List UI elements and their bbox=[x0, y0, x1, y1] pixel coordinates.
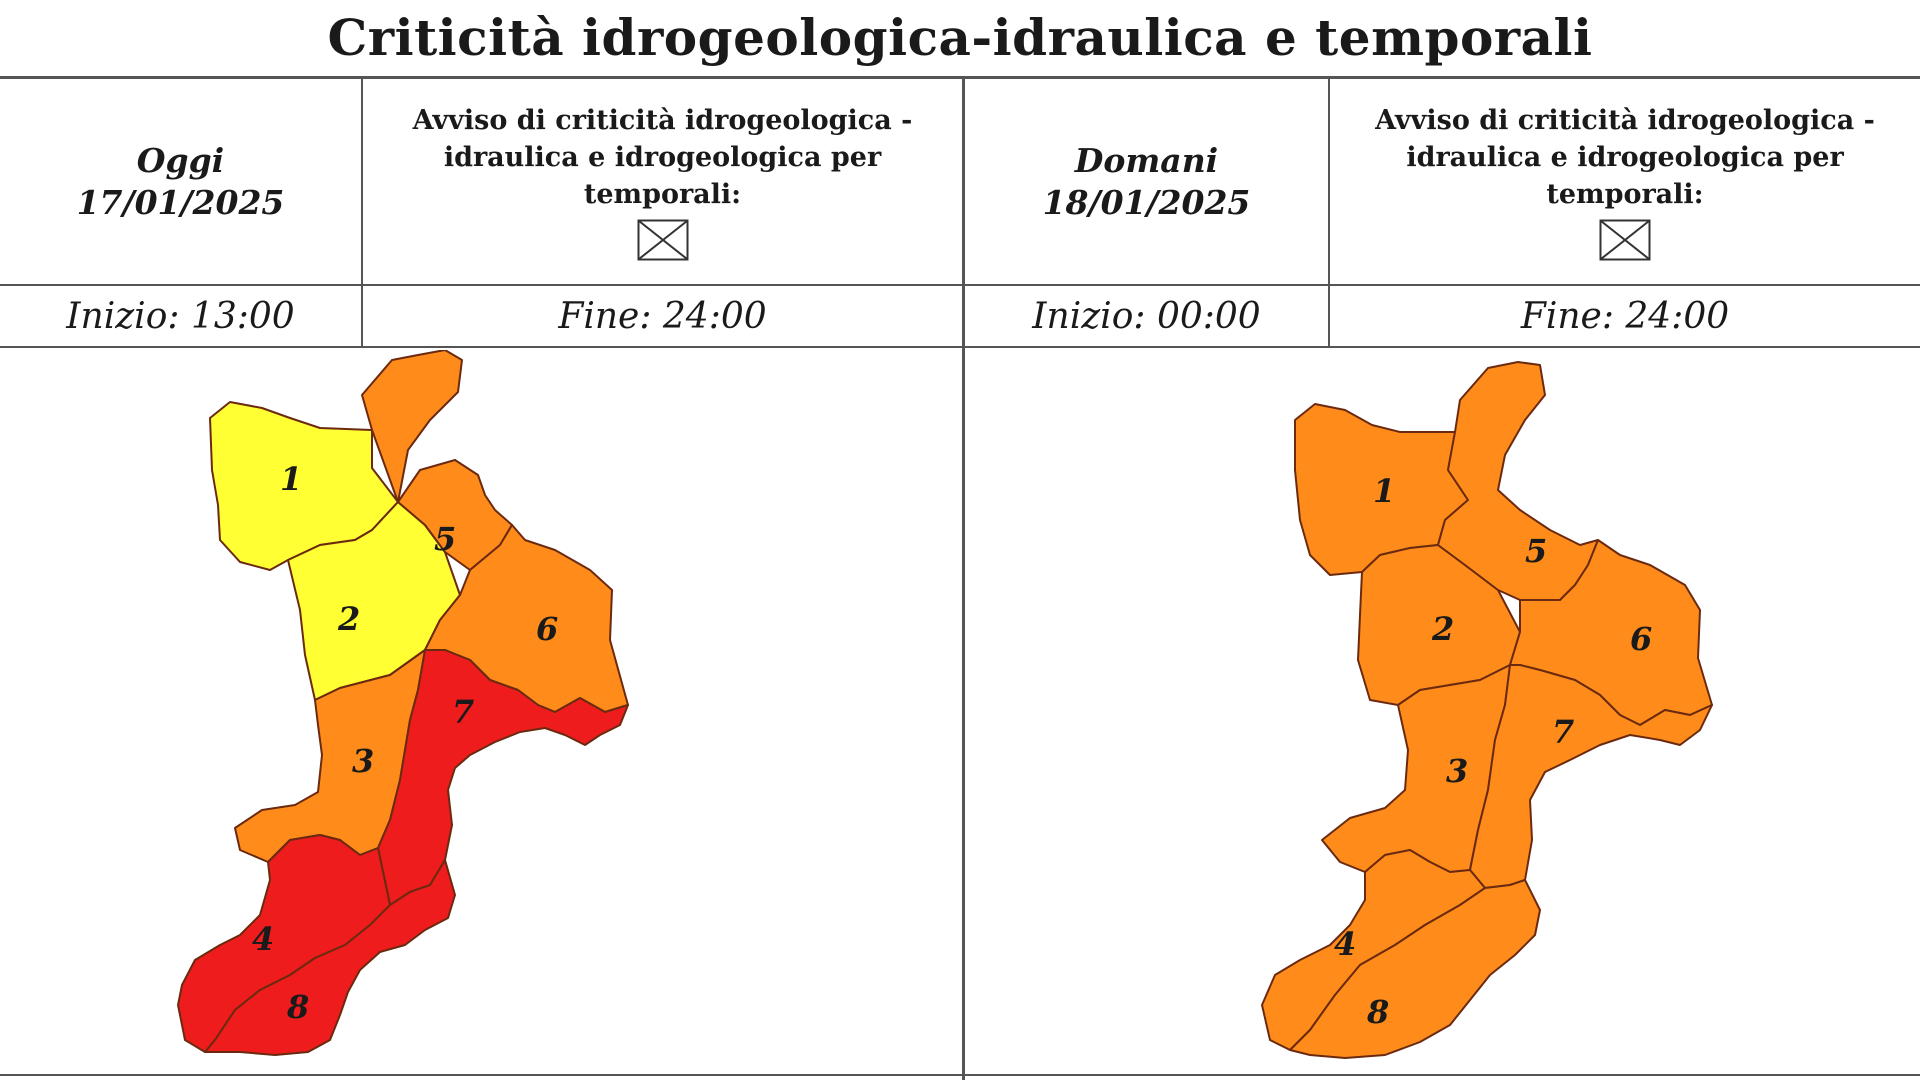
col-divider-1 bbox=[361, 78, 363, 347]
tomorrow-zone-8[interactable] bbox=[1289, 879, 1541, 1059]
today-start-time: Inizio: 13:00 bbox=[66, 295, 295, 337]
today-zone-1-label: 1 bbox=[280, 460, 302, 498]
today-date: 17/01/2025 bbox=[76, 182, 285, 222]
tomorrow-zone-7-label: 7 bbox=[1552, 713, 1574, 751]
today-zone-4-label: 4 bbox=[252, 920, 274, 958]
header-divider bbox=[0, 284, 1920, 286]
today-warning: Avviso di criticità idrogeologica - idra… bbox=[363, 79, 962, 284]
today-label: Oggi bbox=[136, 140, 225, 180]
tomorrow-map: 1 2 3 4 5 6 7 8 bbox=[1261, 361, 1713, 1059]
tomorrow-zone-8-label: 8 bbox=[1366, 993, 1389, 1031]
today-zone-6-label: 6 bbox=[536, 610, 558, 648]
today-map: 1 2 3 4 5 6 7 8 bbox=[177, 350, 629, 1056]
today-zone-2-label: 2 bbox=[337, 600, 360, 638]
today-end-time: Fine: 24:00 bbox=[558, 295, 767, 337]
tomorrow-label: Domani bbox=[1074, 140, 1219, 180]
today-checkbox-icon[interactable] bbox=[637, 219, 689, 261]
tomorrow-zone-4-label: 4 bbox=[1334, 925, 1356, 963]
time-row-divider bbox=[0, 346, 1920, 348]
today-zone-7-label: 7 bbox=[452, 693, 474, 731]
today-zone-5-label: 5 bbox=[434, 520, 456, 558]
today-warning-text: Avviso di criticità idrogeologica - idra… bbox=[412, 105, 913, 210]
bottom-border bbox=[0, 1074, 1920, 1076]
col-divider-3 bbox=[1328, 78, 1330, 347]
center-divider bbox=[962, 78, 965, 1080]
tomorrow-zone-5[interactable] bbox=[1437, 361, 1599, 601]
today-zone-5[interactable] bbox=[361, 350, 513, 571]
tomorrow-zone-6-label: 6 bbox=[1630, 620, 1652, 658]
tomorrow-end-time: Fine: 24:00 bbox=[1520, 295, 1730, 337]
today-zone-8-label: 8 bbox=[286, 988, 309, 1026]
today-header: Oggi 17/01/2025 bbox=[0, 79, 361, 284]
tomorrow-warning-text: Avviso di criticità idrogeologica - idra… bbox=[1375, 105, 1875, 210]
tomorrow-header: Domani 18/01/2025 bbox=[965, 79, 1328, 284]
tomorrow-date: 18/01/2025 bbox=[1042, 182, 1251, 222]
tomorrow-zone-5-label: 5 bbox=[1525, 532, 1547, 570]
page-title: Criticità idrogeologica-idraulica e temp… bbox=[327, 8, 1593, 67]
tomorrow-warning: Avviso di criticità idrogeologica - idra… bbox=[1330, 79, 1920, 284]
today-zone-8[interactable] bbox=[204, 859, 456, 1056]
tomorrow-zone-3-label: 3 bbox=[1446, 752, 1468, 790]
today-zone-3-label: 3 bbox=[352, 742, 374, 780]
table-top-border bbox=[0, 76, 1920, 79]
tomorrow-start-time: Inizio: 00:00 bbox=[1032, 295, 1261, 337]
tomorrow-zone-7[interactable] bbox=[1469, 664, 1713, 889]
tomorrow-zone-2-label: 2 bbox=[1431, 610, 1454, 648]
tomorrow-zone-1-label: 1 bbox=[1373, 472, 1395, 510]
tomorrow-checkbox-icon[interactable] bbox=[1599, 219, 1651, 261]
